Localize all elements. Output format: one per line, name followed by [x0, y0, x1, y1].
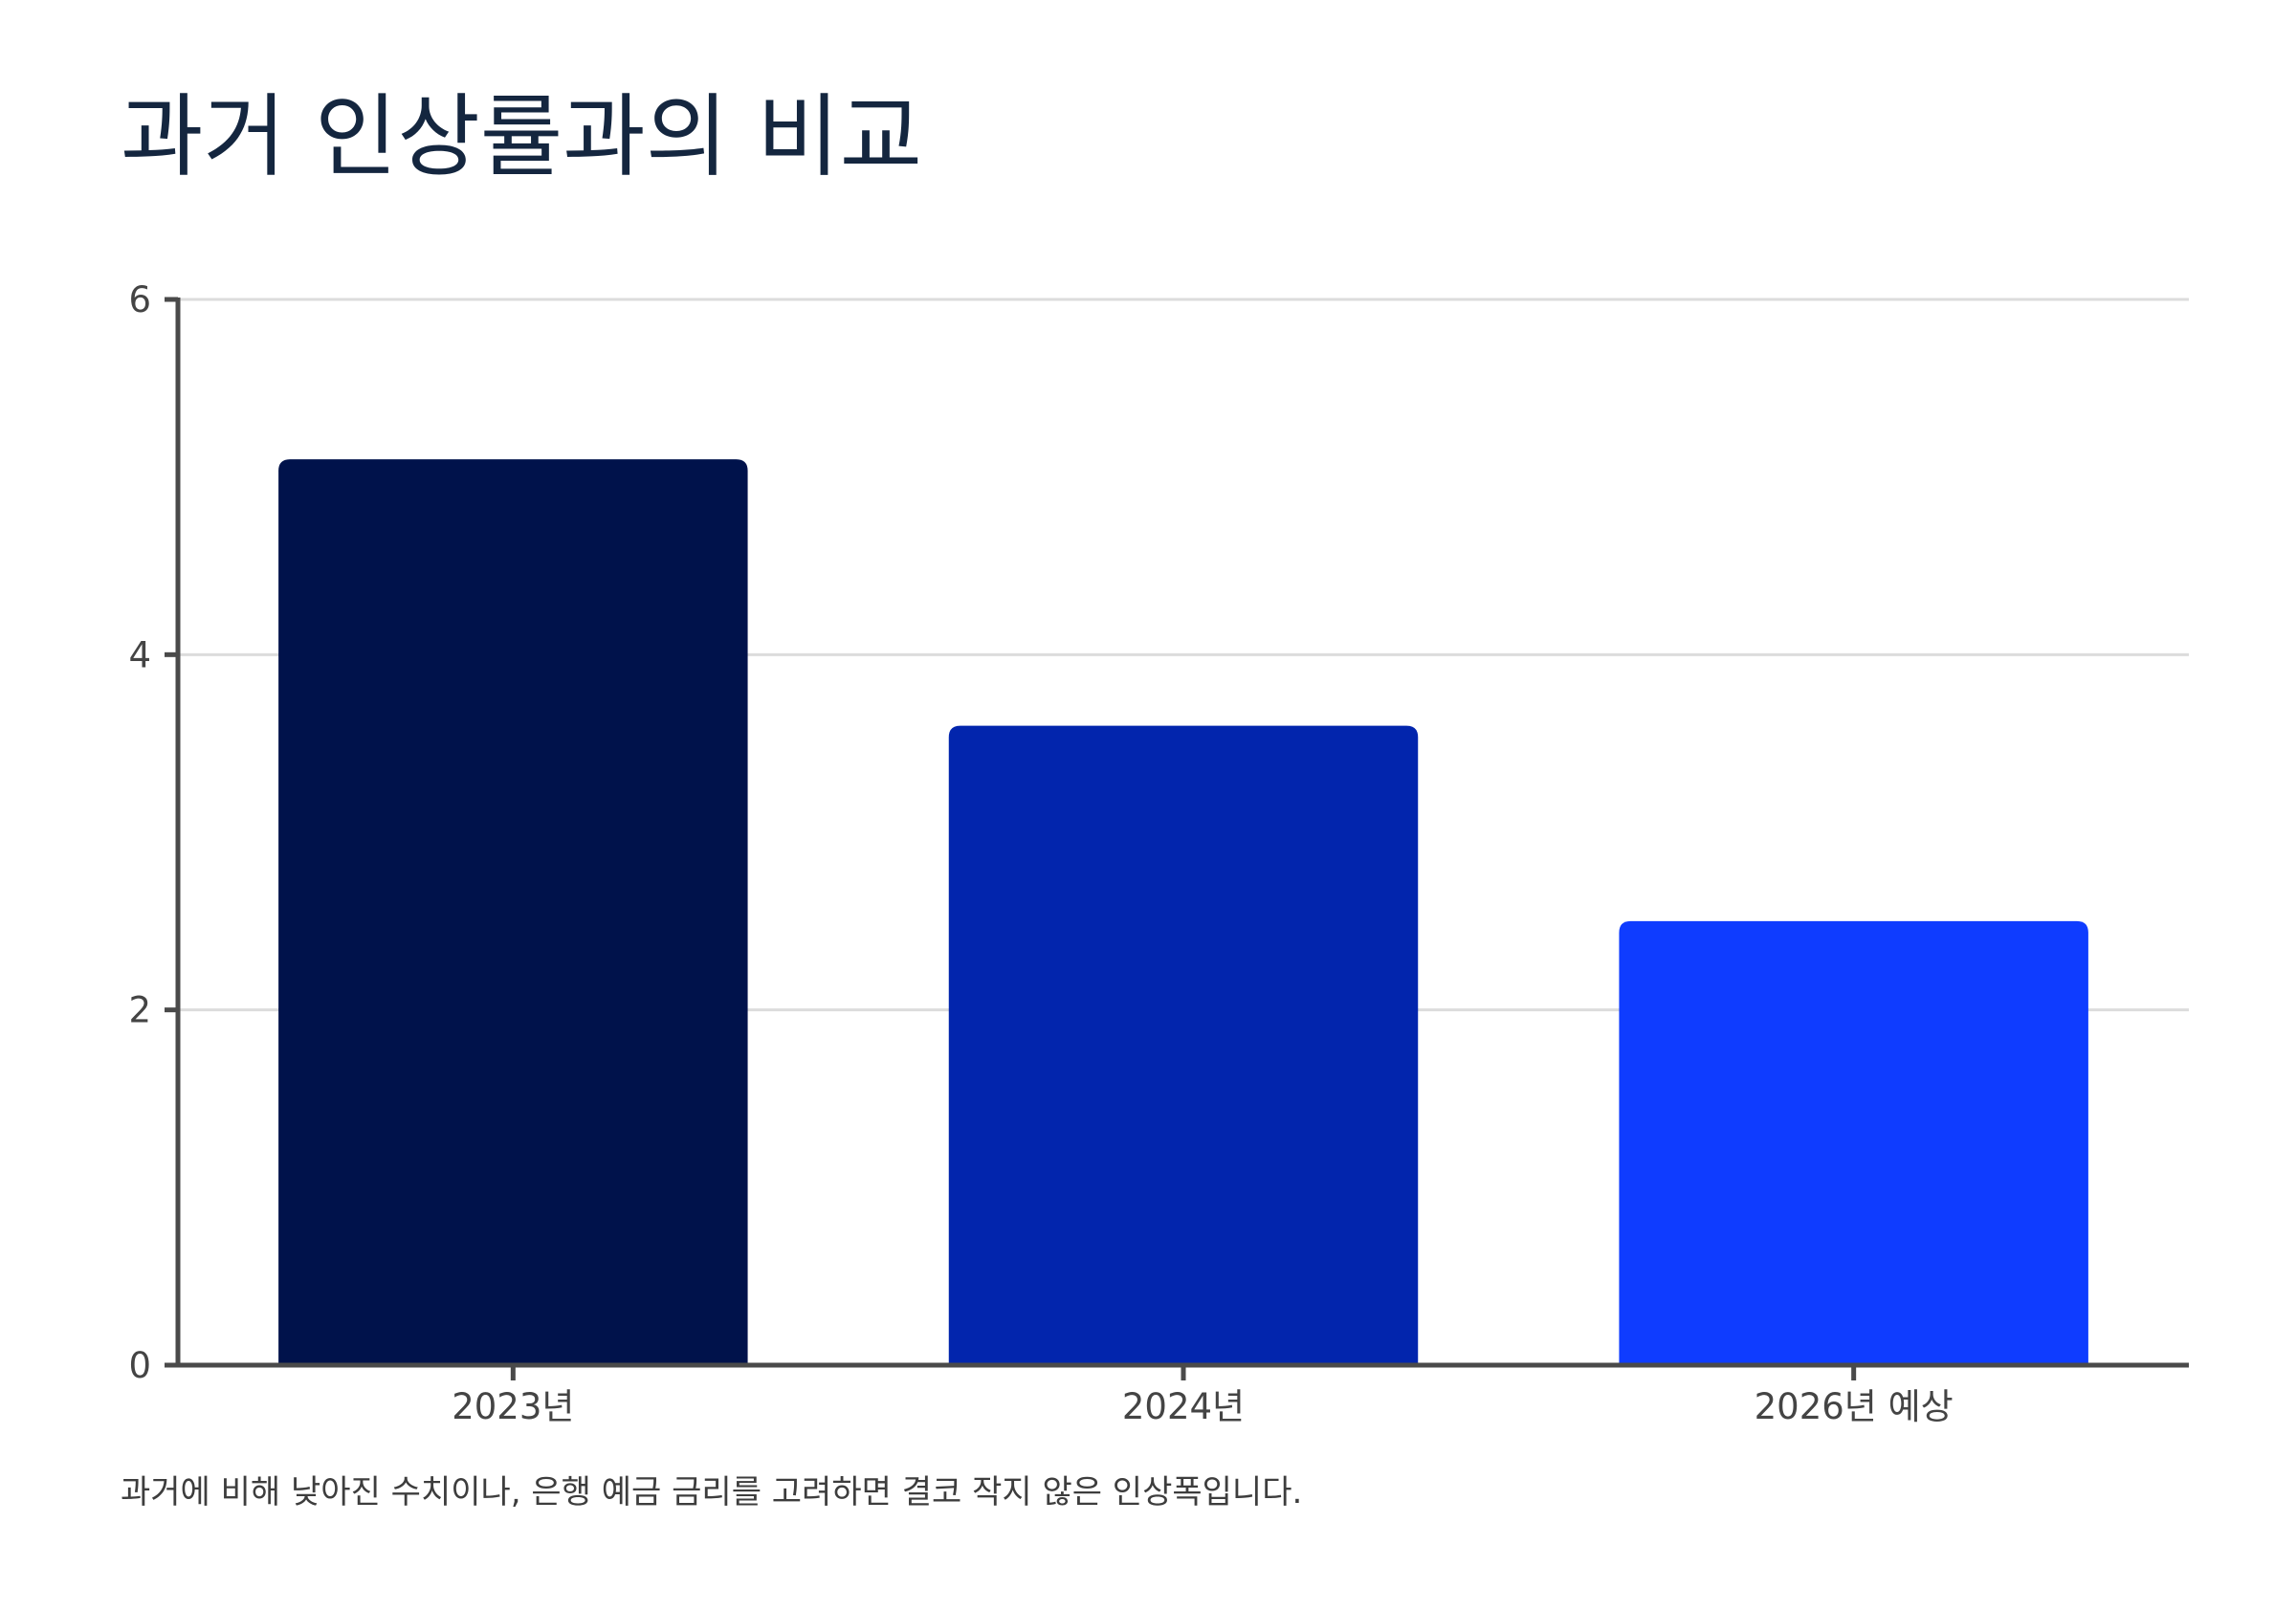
y-tick-label: 0	[128, 1345, 151, 1386]
y-tick-label: 2	[128, 990, 151, 1031]
x-tick-label: 2023년	[452, 1386, 574, 1427]
chart-title: 과거 인상률과의 비교	[121, 85, 923, 189]
x-tick-label: 2026년 예상	[1755, 1386, 1954, 1427]
bars	[278, 459, 2088, 1366]
y-tick-label: 6	[128, 279, 151, 320]
axes	[165, 297, 2189, 1380]
y-tick-label: 4	[128, 634, 151, 675]
bar-1	[278, 459, 748, 1366]
x-tick-label: 2024년	[1122, 1386, 1245, 1427]
bar-3	[1619, 920, 2088, 1365]
bar-2	[948, 725, 1419, 1365]
chart-caption: 과거에 비해 낮아진 수치이나, 은행 예금 금리를 고려하면 결코 작지 않은…	[121, 1473, 1303, 1512]
tick-labels: 0 2 4 6 2023년 2024년 2026년 예상	[128, 279, 1953, 1427]
